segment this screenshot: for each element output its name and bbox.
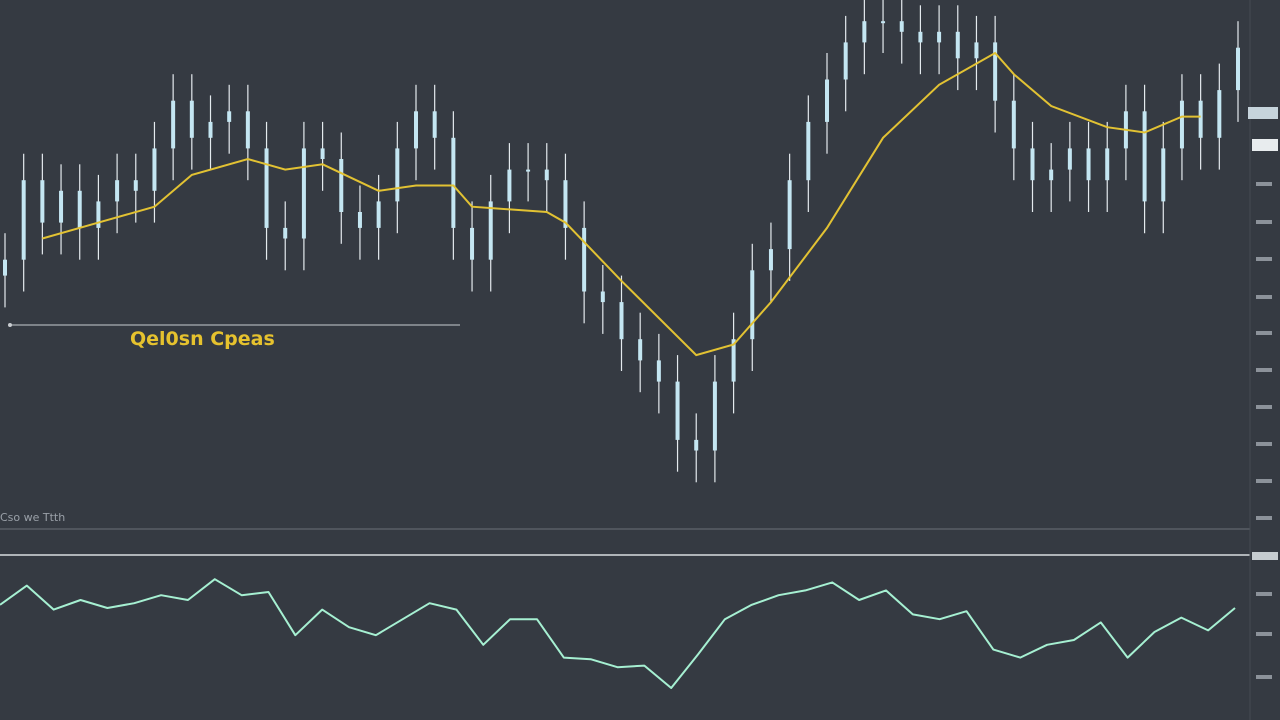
axis-box — [1252, 552, 1278, 560]
candle-body — [918, 31, 923, 43]
candle-body — [1236, 47, 1240, 91]
axis-marker — [1256, 592, 1272, 596]
candle-body — [526, 169, 531, 172]
candle-body — [414, 111, 418, 149]
candle-body — [395, 148, 400, 202]
candle-body — [582, 227, 587, 292]
candle-body — [1161, 148, 1166, 202]
axis-marker — [1256, 516, 1272, 520]
candle-body — [768, 249, 773, 271]
candle-body — [937, 31, 942, 43]
axis-marker — [1256, 368, 1272, 372]
candle-body — [320, 148, 325, 159]
candle-body — [1067, 148, 1072, 170]
candle-body — [339, 159, 344, 212]
candle-body — [544, 169, 549, 181]
candle-body — [750, 270, 755, 340]
candle-body — [115, 180, 120, 202]
candle-body — [712, 381, 717, 451]
candle-body — [993, 42, 998, 101]
price-axis-markers — [1248, 107, 1278, 679]
candle-body — [1011, 100, 1016, 149]
annotation-anchor — [8, 323, 12, 327]
axis-marker — [1256, 479, 1272, 483]
candle-body — [152, 148, 157, 191]
candle-body — [189, 100, 194, 138]
oscillator-line — [0, 578, 1236, 689]
candle-body — [1142, 111, 1147, 202]
candle-body — [881, 21, 886, 24]
candle-body — [301, 148, 306, 239]
axis-marker — [1256, 257, 1272, 261]
candle-body — [451, 137, 456, 228]
candle-body — [507, 169, 512, 202]
candle-body — [264, 148, 269, 228]
candle-body — [227, 111, 232, 122]
candle-body — [21, 180, 26, 260]
candle-body — [133, 180, 138, 191]
candle-body — [675, 381, 680, 440]
candle-body — [656, 360, 661, 382]
axis-box — [1252, 139, 1278, 151]
axis-marker — [1256, 220, 1272, 224]
candle-body — [1179, 100, 1184, 149]
candle-body — [694, 439, 699, 451]
candle-body — [59, 190, 64, 223]
candle-body — [357, 212, 362, 228]
candle-body — [731, 339, 736, 382]
candle-body — [488, 201, 493, 260]
candle-body — [806, 121, 811, 181]
candle-body — [376, 201, 381, 228]
axis-marker — [1256, 182, 1272, 186]
candle-body — [1105, 148, 1110, 181]
candle-body — [208, 121, 213, 138]
candle-body — [1030, 148, 1035, 181]
axis-marker — [1256, 405, 1272, 409]
candle-body — [843, 42, 848, 80]
candle-body — [171, 100, 176, 149]
candle-body — [563, 180, 568, 228]
candle-body — [600, 291, 605, 303]
candle-body — [974, 42, 979, 59]
axis-marker — [1256, 442, 1272, 446]
candle-body — [3, 259, 7, 276]
pane-label: Cso we Ttth — [0, 511, 65, 524]
candle-body — [1198, 100, 1203, 138]
moving-average — [42, 51, 1201, 357]
candle-body — [787, 180, 792, 250]
candle-body — [96, 201, 101, 228]
candle-body — [470, 227, 475, 260]
axis-box — [1248, 107, 1278, 119]
axis-marker — [1256, 331, 1272, 335]
candle-body — [955, 31, 960, 59]
candle-body — [619, 302, 624, 340]
candle-body — [1049, 169, 1054, 181]
candle-body — [1086, 148, 1091, 181]
candle-body — [432, 111, 437, 138]
candle-body — [899, 21, 904, 32]
candle-body — [862, 21, 867, 43]
axis-marker — [1256, 632, 1272, 636]
axis-marker — [1256, 675, 1272, 679]
candle-body — [1217, 90, 1222, 138]
candle-body — [283, 227, 288, 239]
annotation-text: Qel0sn Cpeas — [130, 328, 275, 350]
axis-marker — [1256, 295, 1272, 299]
candle-body — [638, 339, 643, 361]
candle-body — [245, 111, 250, 149]
candle-body — [77, 190, 82, 228]
candle-body — [40, 180, 45, 223]
candle-body — [825, 79, 829, 122]
